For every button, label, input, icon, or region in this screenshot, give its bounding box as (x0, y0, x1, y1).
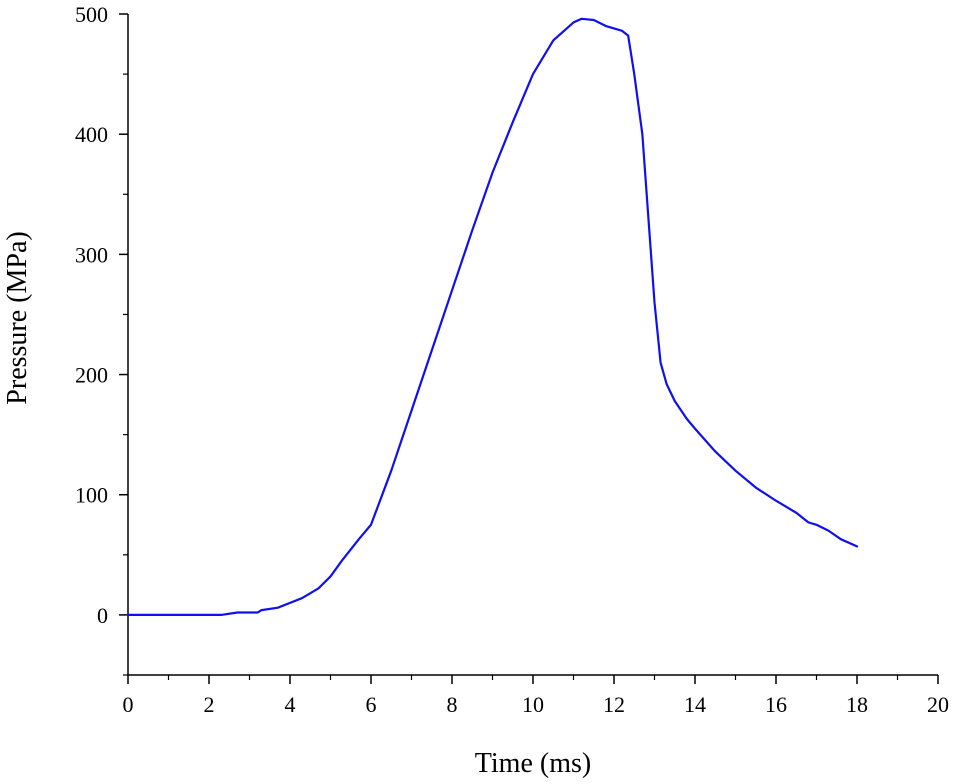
x-tick-label: 2 (204, 692, 215, 717)
x-tick-label: 12 (603, 692, 625, 717)
x-tick-label: 18 (846, 692, 868, 717)
x-tick-label: 10 (522, 692, 544, 717)
x-tick-label: 8 (447, 692, 458, 717)
x-tick-label: 6 (366, 692, 377, 717)
y-axis-ticks: 0 100 200 300 400 500 (75, 2, 128, 676)
series-line-pressure (126, 17, 859, 617)
x-axis-title: Time (ms) (475, 748, 591, 779)
x-axis-ticks: 0 2 4 6 8 10 12 14 16 18 20 (123, 675, 949, 717)
y-axis-title: Pressure (MPa) (2, 231, 33, 404)
y-tick-label: 400 (75, 122, 108, 147)
x-tick-label: 16 (765, 692, 787, 717)
y-tick-label: 200 (75, 363, 108, 388)
y-tick-label: 500 (75, 2, 108, 27)
y-tick-label: 300 (75, 242, 108, 267)
axes (127, 14, 938, 676)
x-tick-label: 14 (684, 692, 706, 717)
series-layer (126, 17, 859, 617)
y-tick-label: 0 (97, 603, 108, 628)
x-tick-label: 20 (927, 692, 949, 717)
x-tick-label: 0 (123, 692, 134, 717)
x-tick-label: 4 (285, 692, 296, 717)
y-tick-label: 100 (75, 483, 108, 508)
